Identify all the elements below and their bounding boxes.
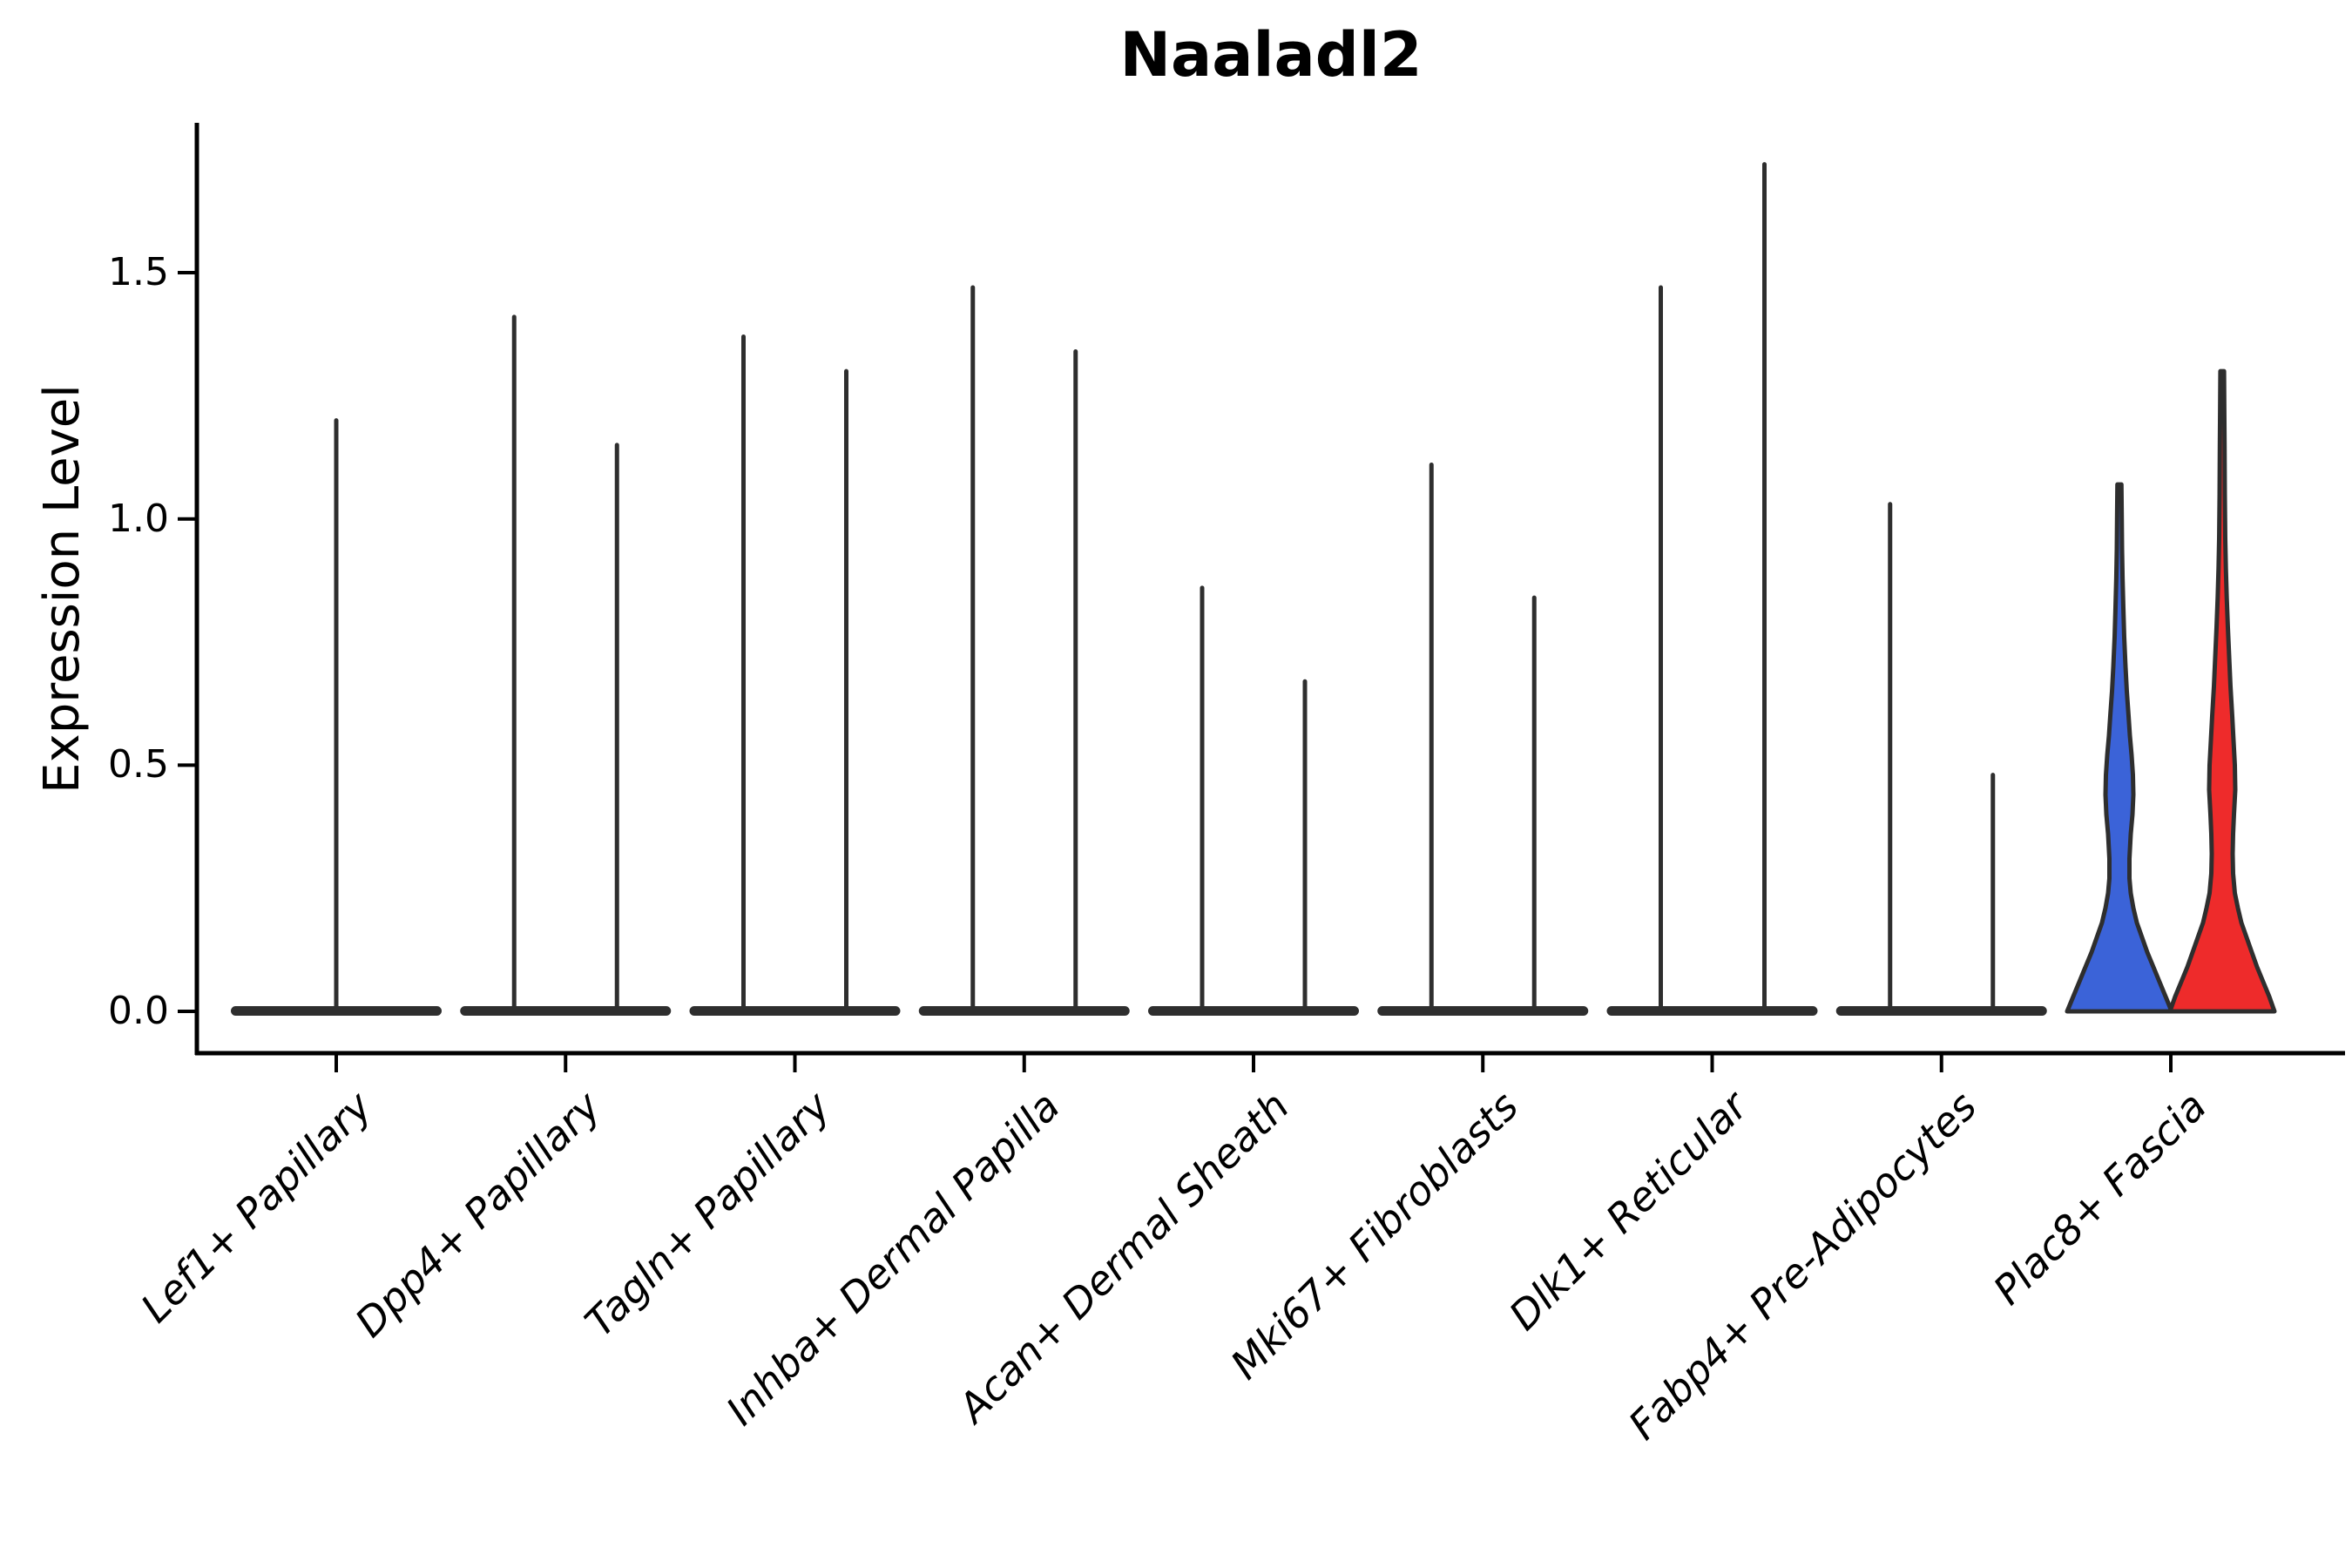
violin-density-red-violin xyxy=(2167,368,2277,1014)
violin-density-blue-violin xyxy=(2065,482,2174,1014)
violin-base xyxy=(1148,1006,1359,1016)
violin-base xyxy=(689,1006,901,1016)
y-tick-label-1.0: 1.0 xyxy=(108,497,169,541)
violin-base xyxy=(1606,1006,1818,1016)
y-tick-label-1.5: 1.5 xyxy=(108,250,169,294)
violin-base xyxy=(1835,1006,2047,1016)
violin-base xyxy=(918,1006,1130,1016)
violin-base xyxy=(1377,1006,1589,1016)
violin-base xyxy=(460,1006,672,1016)
y-tick-label-0.5: 0.5 xyxy=(108,742,169,787)
chart-title: Naaladl2 xyxy=(1119,19,1423,91)
y-tick-label-0.0: 0.0 xyxy=(108,989,169,1033)
